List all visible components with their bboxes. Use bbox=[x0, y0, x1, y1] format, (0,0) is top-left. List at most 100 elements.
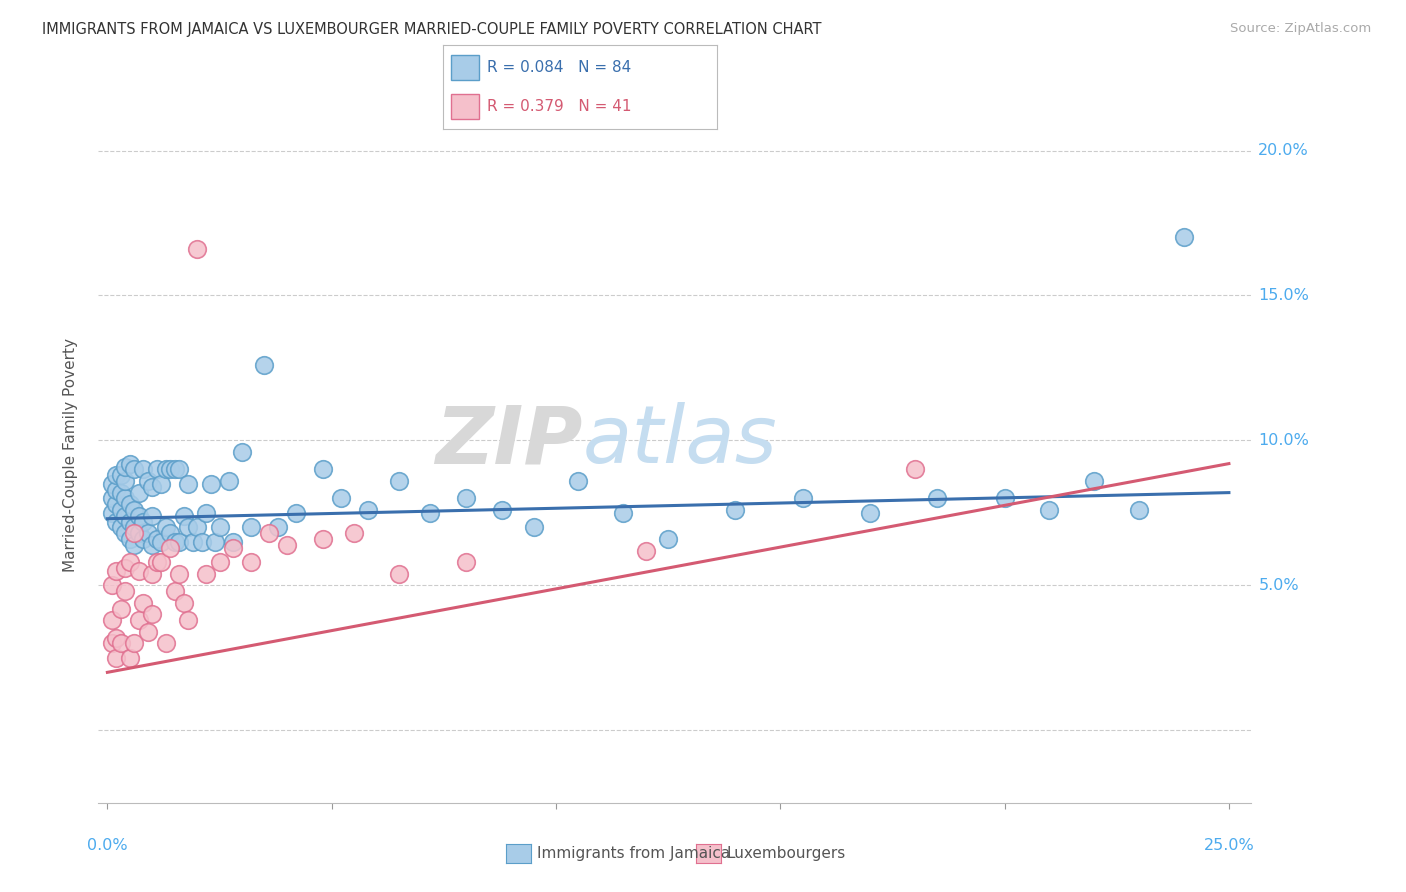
Point bbox=[231, 445, 253, 459]
Point bbox=[200, 476, 222, 491]
Text: atlas: atlas bbox=[582, 402, 778, 480]
Point bbox=[177, 520, 200, 534]
Point bbox=[267, 520, 290, 534]
Point bbox=[132, 462, 155, 476]
Point bbox=[155, 462, 177, 476]
Text: 0.0%: 0.0% bbox=[87, 838, 128, 854]
Text: R = 0.084   N = 84: R = 0.084 N = 84 bbox=[486, 60, 631, 75]
Point bbox=[792, 491, 814, 506]
Point bbox=[312, 462, 335, 476]
Point bbox=[456, 555, 478, 569]
Point bbox=[155, 636, 177, 650]
Point bbox=[239, 555, 262, 569]
Point bbox=[1083, 474, 1105, 488]
Point bbox=[105, 468, 128, 483]
Point bbox=[329, 491, 352, 506]
Text: 25.0%: 25.0% bbox=[1204, 838, 1254, 854]
Point bbox=[284, 506, 307, 520]
Text: 10.0%: 10.0% bbox=[1258, 433, 1309, 448]
Point bbox=[163, 534, 186, 549]
Point bbox=[186, 242, 208, 256]
Point bbox=[110, 520, 132, 534]
Point bbox=[343, 526, 366, 541]
Point bbox=[145, 555, 167, 569]
Point bbox=[128, 526, 150, 541]
Point bbox=[105, 564, 128, 578]
Point bbox=[388, 474, 411, 488]
Text: R = 0.379   N = 41: R = 0.379 N = 41 bbox=[486, 99, 631, 114]
Point bbox=[1173, 230, 1195, 244]
Point bbox=[222, 541, 245, 555]
Point bbox=[208, 520, 231, 534]
Point bbox=[181, 534, 204, 549]
Point bbox=[190, 534, 212, 549]
Point bbox=[159, 462, 181, 476]
Point bbox=[118, 532, 141, 546]
Point bbox=[218, 474, 240, 488]
Point bbox=[136, 526, 159, 541]
Text: Immigrants from Jamaica: Immigrants from Jamaica bbox=[537, 847, 730, 861]
Point bbox=[124, 636, 146, 650]
Point bbox=[239, 520, 262, 534]
Point bbox=[145, 532, 167, 546]
Text: 20.0%: 20.0% bbox=[1258, 143, 1309, 158]
Point bbox=[101, 491, 124, 506]
Point bbox=[177, 476, 200, 491]
Point bbox=[141, 607, 163, 622]
Point bbox=[118, 515, 141, 529]
Point bbox=[114, 491, 136, 506]
Point bbox=[124, 520, 146, 534]
Point bbox=[163, 584, 186, 599]
Point bbox=[522, 520, 544, 534]
Point bbox=[253, 358, 276, 372]
Point bbox=[110, 485, 132, 500]
Point bbox=[105, 651, 128, 665]
Point bbox=[114, 561, 136, 575]
Point bbox=[118, 497, 141, 511]
Point bbox=[118, 651, 141, 665]
Point bbox=[312, 532, 335, 546]
Point bbox=[136, 474, 159, 488]
Bar bbox=[451, 94, 478, 120]
Text: 5.0%: 5.0% bbox=[1258, 578, 1299, 593]
Point bbox=[276, 538, 298, 552]
Point bbox=[222, 534, 245, 549]
Text: 15.0%: 15.0% bbox=[1258, 288, 1309, 303]
Point bbox=[141, 480, 163, 494]
Point bbox=[612, 506, 634, 520]
Point bbox=[356, 503, 378, 517]
Point bbox=[141, 566, 163, 581]
Point bbox=[657, 532, 679, 546]
Point bbox=[491, 503, 513, 517]
Point bbox=[128, 485, 150, 500]
Point bbox=[118, 555, 141, 569]
Point bbox=[994, 491, 1017, 506]
Bar bbox=[451, 54, 478, 80]
Point bbox=[128, 564, 150, 578]
Point bbox=[167, 462, 190, 476]
Point bbox=[110, 636, 132, 650]
Point bbox=[419, 506, 441, 520]
Point bbox=[155, 520, 177, 534]
Point bbox=[124, 538, 146, 552]
Point bbox=[132, 515, 155, 529]
Point bbox=[101, 476, 124, 491]
Point bbox=[150, 534, 173, 549]
Point bbox=[177, 613, 200, 627]
Point bbox=[128, 508, 150, 523]
Point bbox=[150, 555, 173, 569]
Point bbox=[456, 491, 478, 506]
Point bbox=[634, 543, 657, 558]
Point bbox=[195, 566, 218, 581]
Point bbox=[145, 462, 167, 476]
Point bbox=[110, 503, 132, 517]
Point bbox=[173, 508, 195, 523]
Point bbox=[128, 613, 150, 627]
Point bbox=[114, 584, 136, 599]
Point bbox=[114, 474, 136, 488]
Point bbox=[195, 506, 218, 520]
Point bbox=[124, 503, 146, 517]
Y-axis label: Married-Couple Family Poverty: Married-Couple Family Poverty bbox=[63, 338, 77, 572]
Point bbox=[124, 462, 146, 476]
Point bbox=[101, 636, 124, 650]
